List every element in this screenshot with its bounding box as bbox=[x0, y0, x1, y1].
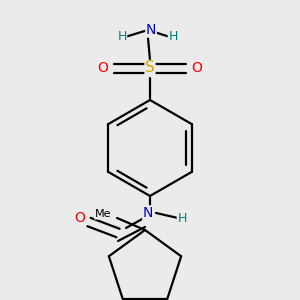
Text: S: S bbox=[145, 61, 155, 76]
Text: H: H bbox=[117, 31, 127, 44]
Text: H: H bbox=[177, 212, 187, 224]
Text: N: N bbox=[143, 206, 153, 220]
Text: O: O bbox=[192, 61, 203, 75]
Text: N: N bbox=[146, 23, 156, 37]
Text: O: O bbox=[75, 211, 86, 225]
Text: O: O bbox=[98, 61, 108, 75]
Text: H: H bbox=[168, 31, 178, 44]
Text: Me: Me bbox=[95, 209, 111, 219]
